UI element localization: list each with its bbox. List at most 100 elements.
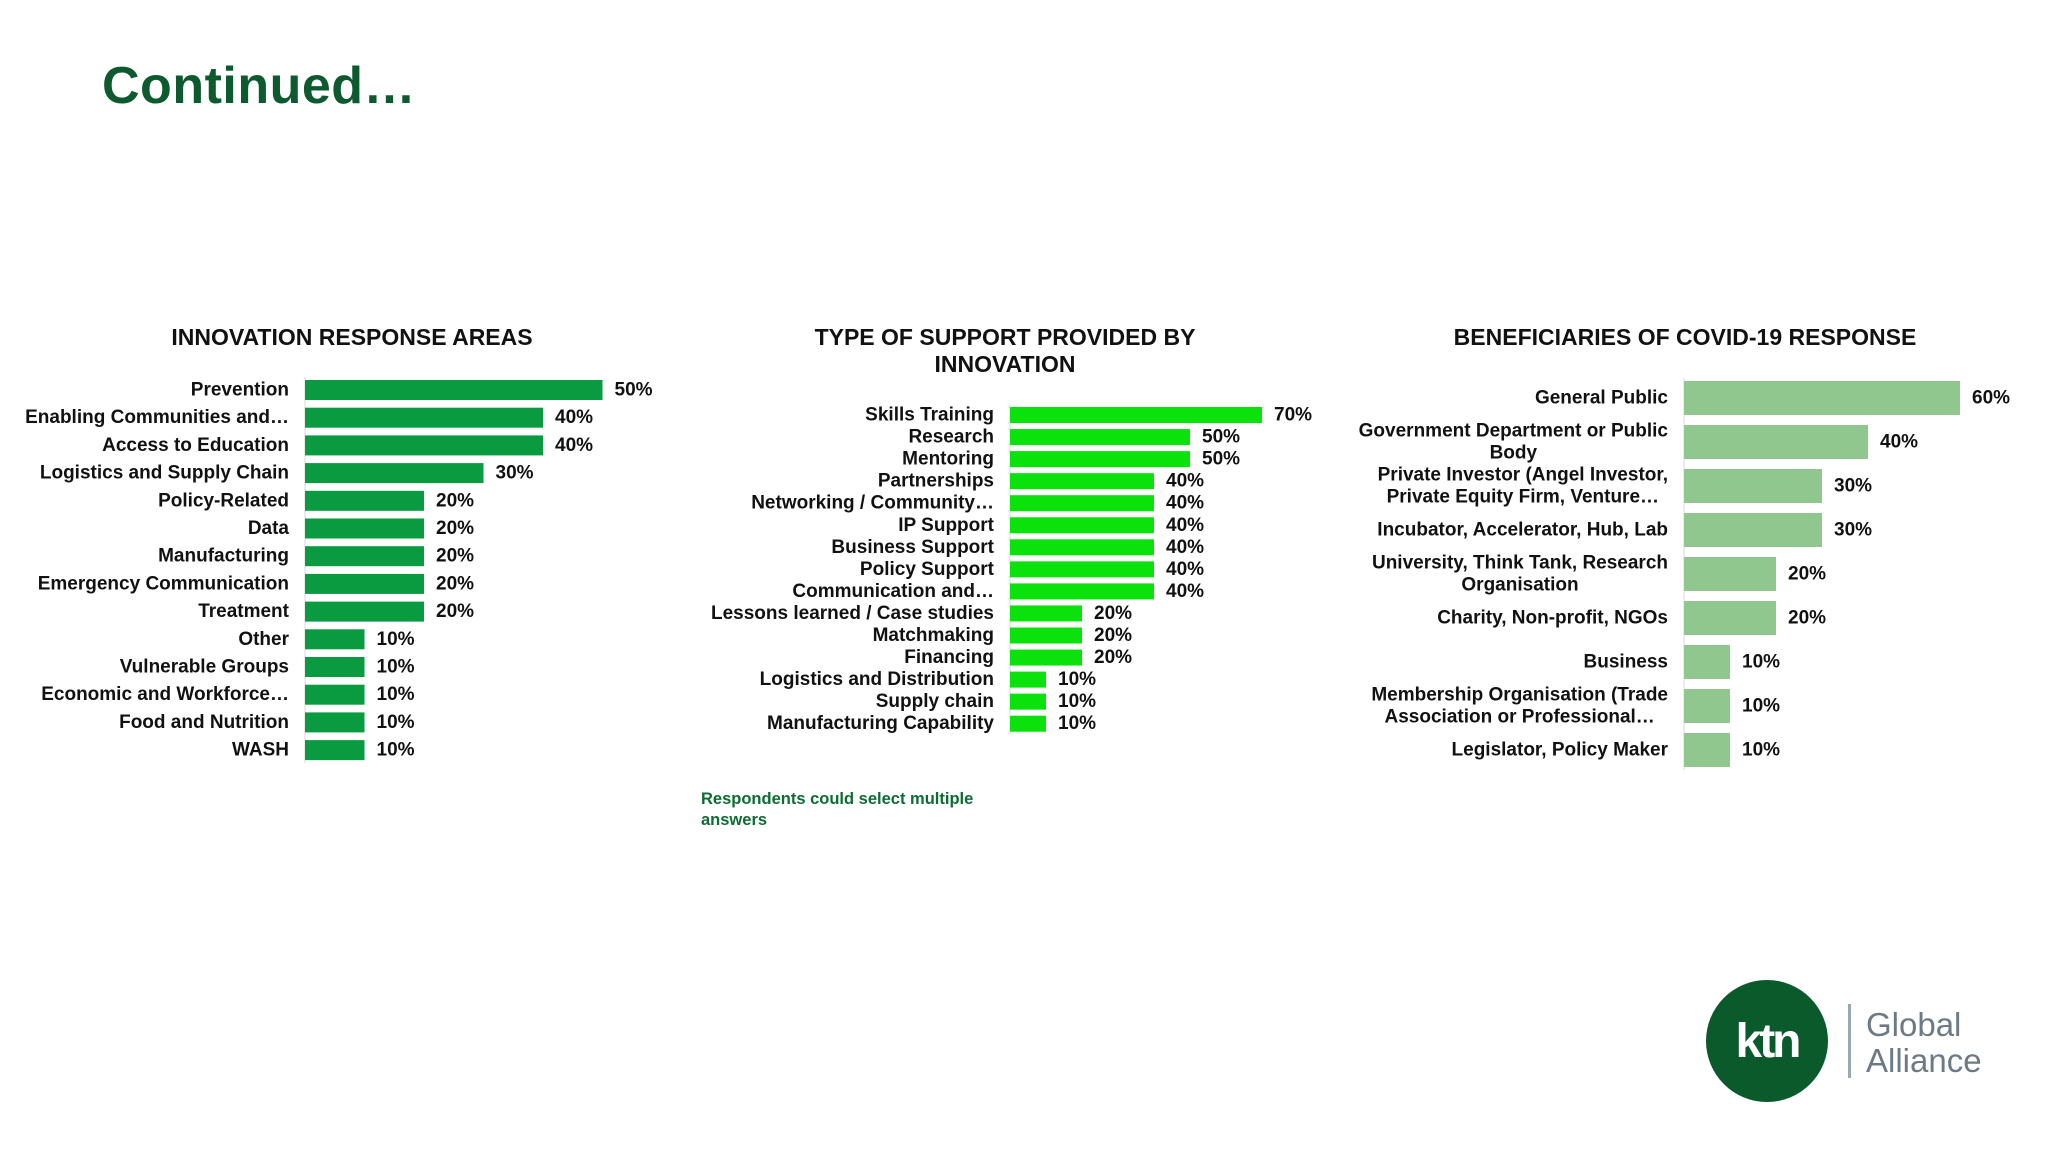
category-label: Logistics and Distribution xyxy=(760,669,994,690)
data-label: 20% xyxy=(436,490,474,511)
chart-bar xyxy=(305,518,424,539)
chart-bar xyxy=(1684,601,1776,635)
chart-bar xyxy=(1010,649,1082,666)
category-label: Lessons learned / Case studies xyxy=(711,603,994,624)
logo-divider xyxy=(1848,1004,1851,1078)
chart-bar xyxy=(305,407,543,428)
chart-bar xyxy=(1684,469,1822,503)
category-label-line: Policy-Related xyxy=(158,490,289,511)
chart-bar xyxy=(305,657,365,677)
category-label: Food and Nutrition xyxy=(119,712,289,733)
chart-title-innovation-areas: INNOVATION RESPONSE AREAS xyxy=(171,324,533,350)
category-label: Matchmaking xyxy=(873,625,994,646)
chart-bar xyxy=(1010,429,1190,446)
category-label-line: Mentoring xyxy=(902,449,994,470)
data-label: 50% xyxy=(1202,427,1240,448)
category-label-line: Body xyxy=(1490,443,1538,464)
category-label: Data xyxy=(248,518,290,539)
category-label-line: Matchmaking xyxy=(873,625,994,646)
category-label: Emergency Communication xyxy=(38,573,289,594)
category-label: Policy Support xyxy=(860,559,995,580)
data-label: 10% xyxy=(377,740,415,761)
category-label: General Public xyxy=(1535,388,1668,409)
category-label-line: Communication and… xyxy=(792,581,994,602)
chart-beneficiaries: 60% General Public 40% Government Departmen… xyxy=(1359,378,2010,770)
data-label: 40% xyxy=(1166,559,1204,580)
category-label-line: Government Department or Public xyxy=(1359,421,1669,442)
chart-bar xyxy=(305,463,484,484)
category-label: Partnerships xyxy=(878,471,994,492)
category-label-line: Private Equity Firm, Venture… xyxy=(1387,487,1659,508)
chart-bar xyxy=(1684,689,1730,723)
category-label-line: Partnerships xyxy=(878,471,994,492)
data-label: 20% xyxy=(436,601,474,622)
category-label: Economic and Workforce… xyxy=(41,684,289,705)
category-label: Networking / Community… xyxy=(751,493,994,514)
category-label-line: Data xyxy=(248,518,290,539)
category-label-line: University, Think Tank, Research xyxy=(1372,553,1668,574)
chart-bar xyxy=(1684,733,1730,767)
chart-bar xyxy=(305,573,424,594)
category-label-line: Skills Training xyxy=(865,405,994,426)
category-label: Charity, Non-profit, NGOs xyxy=(1437,608,1668,629)
chart-bar xyxy=(1684,513,1822,547)
chart-bar xyxy=(305,380,603,400)
category-label-line: Business xyxy=(1584,652,1668,673)
chart-bar xyxy=(1010,671,1046,688)
category-label-line: Other xyxy=(238,629,289,650)
data-label: 10% xyxy=(1058,669,1096,690)
data-label: 40% xyxy=(1166,581,1204,602)
category-label-line: IP Support xyxy=(898,515,994,536)
chart-bar xyxy=(1010,407,1262,423)
logo-line-2: Alliance xyxy=(1866,1042,1982,1079)
data-label: 20% xyxy=(1094,603,1132,624)
category-label-line: General Public xyxy=(1535,388,1668,409)
chart-bar xyxy=(1010,473,1154,490)
chart-bar xyxy=(1010,627,1082,644)
data-label: 30% xyxy=(496,463,534,484)
chart-title-support-type: TYPE OF SUPPORT PROVIDED BY INNOVATION xyxy=(814,324,1196,377)
chart-bar xyxy=(1684,425,1868,459)
category-label: Business Support xyxy=(831,537,994,558)
category-label: Private Investor (Angel Investor, Private… xyxy=(1378,465,1668,508)
chart-bar xyxy=(1684,557,1776,591)
data-label: 50% xyxy=(1202,449,1240,470)
category-label-line: Organisation xyxy=(1461,575,1578,596)
category-label: Skills Training xyxy=(865,405,994,426)
chart-support-type: 70% Skills Training 50% Research 50% Mentorin… xyxy=(711,404,1312,735)
chart-bar xyxy=(1684,645,1730,679)
category-label: University, Think Tank, Research Organisa… xyxy=(1372,553,1668,596)
chart-bar xyxy=(305,435,543,456)
category-label-line: Treatment xyxy=(198,601,289,622)
category-label-line: Enabling Communities and… xyxy=(25,407,289,428)
category-label-line: Lessons learned / Case studies xyxy=(711,603,994,624)
ktn-global-alliance-logo: ktn Global Alliance xyxy=(1706,978,2006,1104)
category-label-line: Membership Organisation (Trade xyxy=(1371,685,1668,706)
data-label: 10% xyxy=(377,629,415,650)
chart-bar xyxy=(1010,451,1190,468)
category-label: Manufacturing xyxy=(158,546,289,567)
category-label: Treatment xyxy=(198,601,289,622)
data-label: 20% xyxy=(1788,608,1826,629)
data-label: 20% xyxy=(1094,647,1132,668)
data-label: 40% xyxy=(1166,537,1204,558)
data-label: 40% xyxy=(1166,515,1204,536)
category-label-line: WASH xyxy=(232,740,289,761)
chart-bar xyxy=(305,712,365,733)
data-label: 30% xyxy=(1834,476,1872,497)
chart-bar xyxy=(1010,605,1082,622)
chart-bar xyxy=(305,740,365,761)
data-label: 20% xyxy=(436,546,474,567)
category-label: Incubator, Accelerator, Hub, Lab xyxy=(1377,520,1668,541)
data-label: 60% xyxy=(1972,388,2010,409)
chart-bar xyxy=(1010,583,1154,600)
category-label-line: Vulnerable Groups xyxy=(120,657,289,678)
data-label: 70% xyxy=(1274,405,1312,426)
category-label: Legislator, Policy Maker xyxy=(1452,740,1669,761)
category-label-line: Incubator, Accelerator, Hub, Lab xyxy=(1377,520,1668,541)
category-label: Enabling Communities and… xyxy=(25,407,289,428)
chart-bar xyxy=(1010,693,1046,710)
category-label: Membership Organisation (Trade Associatio… xyxy=(1371,685,1668,728)
category-label-line: Networking / Community… xyxy=(751,493,994,514)
category-label-line: Legislator, Policy Maker xyxy=(1452,740,1669,761)
